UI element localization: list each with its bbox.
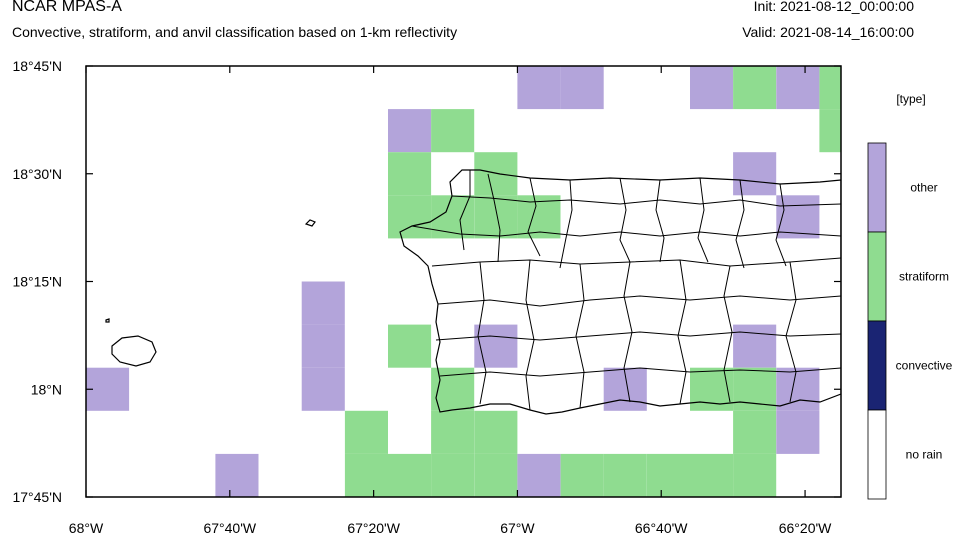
- x-tick-label: 67°40'W: [203, 520, 256, 536]
- x-tick-label: 67°20'W: [347, 520, 400, 536]
- y-tick-label: 18°45'N: [12, 58, 62, 74]
- map-subtitle: Convective, stratiform, and anvil classi…: [12, 24, 458, 40]
- cell-other: [301, 367, 345, 411]
- cell-stratiform: [646, 453, 690, 497]
- legend-swatch: [867, 320, 887, 411]
- y-tick-label: 18°15'N: [12, 274, 62, 290]
- cell-stratiform: [388, 195, 432, 239]
- cell-other: [733, 152, 777, 196]
- cell-stratiform: [474, 410, 518, 454]
- cell-stratiform: [733, 66, 777, 110]
- y-tick-label: 18°N: [31, 381, 62, 397]
- legend-label: stratiform: [899, 270, 949, 284]
- cell-stratiform: [344, 453, 388, 497]
- cell-other: [86, 367, 130, 411]
- cell-stratiform: [388, 453, 432, 497]
- init-time: Init: 2021-08-12_00:00:00: [753, 0, 914, 14]
- y-axis: 18°45'N 18°30'N 18°15'N 18°N 17°45'N: [12, 58, 841, 505]
- cell-other: [776, 66, 820, 110]
- x-tick-label: 66°40'W: [635, 520, 688, 536]
- desecheo-island: [304, 219, 316, 227]
- cell-stratiform: [603, 453, 647, 497]
- cell-stratiform: [431, 410, 475, 454]
- x-tick-label: 68°W: [69, 520, 104, 536]
- legend-label: convective: [896, 359, 953, 373]
- cell-stratiform: [819, 66, 841, 110]
- cell-other: [690, 66, 734, 110]
- cell-other: [776, 195, 820, 239]
- cell-stratiform: [733, 453, 777, 497]
- coastline: [105, 169, 841, 415]
- cell-stratiform: [819, 109, 841, 153]
- legend-title: [type]: [896, 92, 925, 106]
- cell-stratiform: [517, 195, 561, 239]
- legend-swatch: [867, 142, 887, 233]
- cell-other: [517, 453, 561, 497]
- x-tick-label: 67°W: [500, 520, 535, 536]
- cell-stratiform: [344, 410, 388, 454]
- legend-swatch: [867, 409, 887, 500]
- cell-other: [215, 453, 259, 497]
- x-tick-label: 66°20'W: [779, 520, 832, 536]
- cell-stratiform: [733, 367, 777, 411]
- legend-label: no rain: [906, 448, 943, 462]
- cell-stratiform: [388, 324, 432, 368]
- cell-other: [301, 281, 345, 325]
- classification-cells: [86, 66, 841, 497]
- cell-stratiform: [388, 152, 432, 196]
- cell-other: [560, 66, 604, 110]
- cell-other: [776, 367, 820, 411]
- cell-stratiform: [690, 453, 734, 497]
- cell-other: [776, 410, 820, 454]
- mona-island: [111, 335, 157, 367]
- cell-stratiform: [690, 367, 734, 411]
- cell-other: [733, 324, 777, 368]
- cell-stratiform: [431, 453, 475, 497]
- valid-time: Valid: 2021-08-14_16:00:00: [742, 24, 914, 40]
- x-axis: 68°W 67°40'W 67°20'W 67°W 66°40'W 66°20'W: [69, 66, 832, 536]
- cell-other: [301, 324, 345, 368]
- map-title: NCAR MPAS-A: [12, 0, 122, 15]
- puerto-rico-coastline: [399, 169, 841, 415]
- cell-stratiform: [560, 453, 604, 497]
- y-tick-label: 17°45'N: [12, 489, 62, 505]
- legend: other stratiform convective no rain: [867, 142, 953, 500]
- cell-stratiform: [431, 109, 475, 153]
- cell-stratiform: [474, 453, 518, 497]
- cell-stratiform: [733, 410, 777, 454]
- legend-swatch: [867, 231, 887, 322]
- y-tick-label: 18°30'N: [12, 166, 62, 182]
- legend-label: other: [910, 181, 937, 195]
- cell-stratiform: [474, 195, 518, 239]
- cell-other: [388, 109, 432, 153]
- monito-island: [105, 318, 110, 323]
- cell-other: [474, 324, 518, 368]
- cell-other: [517, 66, 561, 110]
- municipality-borders: [411, 170, 841, 411]
